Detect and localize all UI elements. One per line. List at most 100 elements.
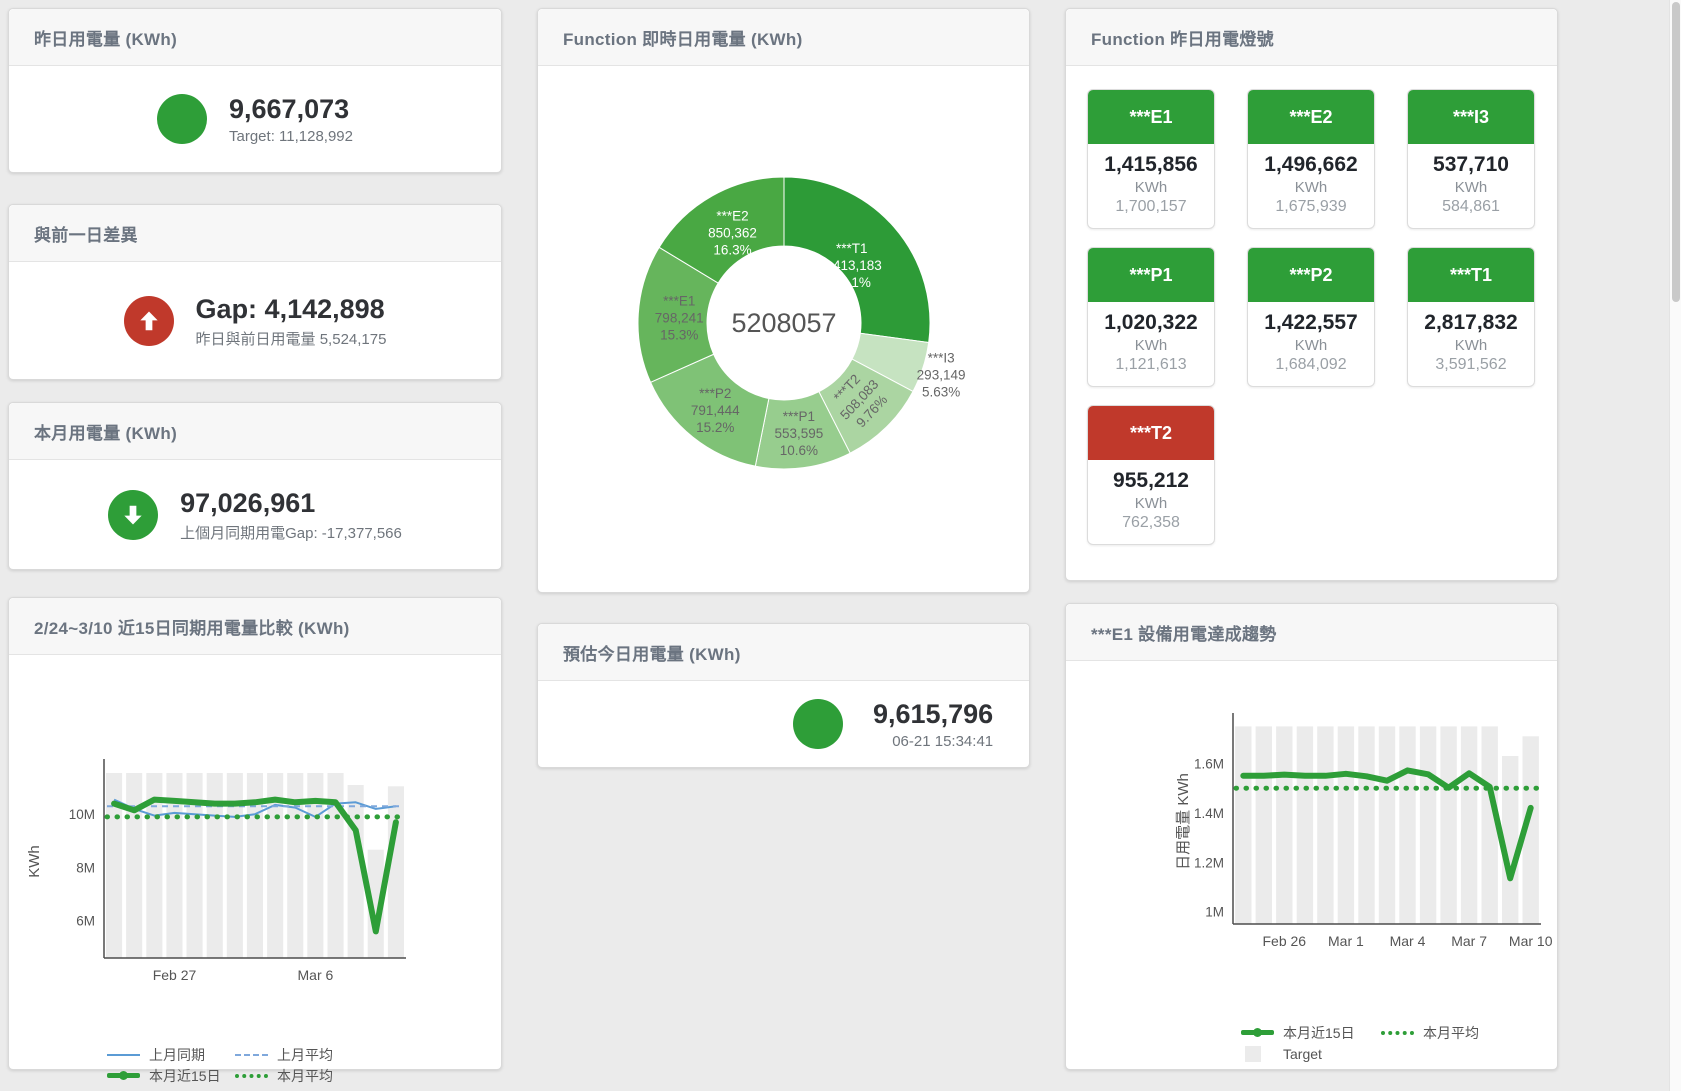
legend-target[interactable]: Target	[1241, 1045, 1369, 1062]
month-value: 97,026,961	[180, 487, 316, 518]
status-circle-icon	[793, 699, 843, 749]
target-bar[interactable]	[246, 773, 263, 958]
target-bar[interactable]	[1419, 726, 1437, 924]
card-day-gap-title: 與前一日差異	[9, 205, 501, 262]
card-month-title: 本月用電量 (KWh)	[9, 403, 501, 460]
series-line-本月近15日[interactable]	[1240, 767, 1534, 882]
target-bar[interactable]	[1255, 726, 1272, 924]
realtime-donut-chart[interactable]: ***T1 1,413,183 27.1%***I3 293,149 5.63%***T…	[538, 66, 1029, 593]
target-bar[interactable]	[1460, 726, 1478, 924]
light-tile-e1: ***E1 1,415,856 KWh 1,700,157	[1087, 89, 1215, 229]
series-line-本月近15日[interactable]	[111, 796, 399, 935]
target-bar[interactable]	[1337, 726, 1355, 924]
card-yesterday-usage: 昨日用電量 (KWh) 9,667,073 Target: 11,128,992	[8, 8, 502, 173]
scrollbar-thumb[interactable]	[1672, 2, 1680, 302]
arrow-up-icon	[139, 310, 158, 330]
target-bar[interactable]	[1276, 726, 1293, 924]
x-tick-label: Feb 27	[153, 967, 197, 983]
light-tile-e2-label: ***E2	[1248, 90, 1374, 144]
light-tile-e2-value: 1,496,662	[1264, 153, 1358, 176]
series-line-上月同期[interactable]	[113, 798, 397, 818]
card-day-gap: 與前一日差異 Gap: 4,142,898 昨日與前日用電量 5,524,175	[8, 204, 502, 380]
light-tile-t1: ***T1 2,817,832 KWh 3,591,562	[1407, 247, 1535, 387]
gray-box-swatch	[111, 1088, 127, 1091]
estimate-value: 9,615,796	[873, 699, 994, 729]
light-tile-p1-label: ***P1	[1088, 248, 1214, 302]
target-bar[interactable]	[166, 773, 183, 958]
legend-last-month-avg[interactable]: 上月平均	[235, 1045, 363, 1065]
x-tick-label: Mar 6	[298, 967, 334, 983]
y-tick-label: 8M	[76, 861, 95, 876]
dotted-green-line-swatch	[235, 1073, 268, 1078]
target-bar[interactable]	[387, 786, 404, 958]
trend-line-chart[interactable]: 1M 1.2M 1.4M 1.6M Feb 26 Mar 1 Mar 4 Mar 7 Mar 1…	[1066, 661, 1557, 1016]
target-bar[interactable]	[1502, 756, 1519, 924]
y-tick-label: 1.4M	[1194, 806, 1224, 821]
target-bar[interactable]	[1296, 726, 1314, 924]
target-bar[interactable]	[146, 773, 163, 958]
day-gap-value: Gap: 4,142,898	[195, 293, 385, 324]
card-lights: Function 昨日用電燈號 ***E1 1,415,856 KWh 1,70…	[1065, 8, 1558, 581]
arrow-up-circle-icon	[123, 295, 174, 346]
target-bar[interactable]	[287, 773, 304, 958]
legend-this-month-15d[interactable]: 本月近15日	[107, 1066, 235, 1086]
scrollbar[interactable]	[1669, 0, 1681, 1091]
x-tick-label: Mar 1	[1328, 933, 1364, 949]
estimate-timestamp: 06-21 15:34:41	[892, 733, 994, 750]
legend-this-month-15d[interactable]: 本月近15日	[1241, 1023, 1381, 1043]
donut-slice-label: ***P1 553,595 10.6%	[775, 409, 824, 458]
donut-slice-E2[interactable]	[658, 176, 785, 284]
light-tile-t2-label: ***T2	[1088, 406, 1214, 460]
light-tile-i3-target: 584,861	[1442, 198, 1500, 215]
target-bar[interactable]	[1481, 726, 1498, 924]
compare-line-chart[interactable]: 6M 8M 10M Feb 27 Mar 6 KWh	[9, 655, 501, 1015]
target-bar[interactable]	[186, 773, 203, 958]
light-tile-p1-unit: KWh	[1134, 337, 1168, 354]
light-tile-t2: ***T2 955,212 KWh 762,358	[1087, 405, 1215, 545]
light-tile-i3-value: 537,710	[1433, 153, 1509, 176]
target-bar[interactable]	[1235, 726, 1252, 924]
card-compare-title: 2/24~3/10 近15日同期用電量比較 (KWh)	[9, 598, 501, 655]
light-tile-t2-value: 955,212	[1113, 469, 1189, 492]
card-lights-title: Function 昨日用電燈號	[1066, 9, 1557, 66]
card-month-usage: 本月用電量 (KWh) 97,026,961 上個月同期用電Gap: -17,3…	[8, 402, 502, 570]
card-trend-chart: ***E1 設備用電達成趨勢 1M 1.2M 1.4M 1.6M Feb 26 Mar 1…	[1065, 603, 1558, 1070]
light-tile-e2: ***E2 1,496,662 KWh 1,675,939	[1247, 89, 1375, 229]
light-tile-p2-label: ***P2	[1248, 248, 1374, 302]
target-bar[interactable]	[1317, 726, 1334, 924]
target-bar[interactable]	[1378, 726, 1396, 924]
y-axis-label: KWh	[26, 845, 43, 878]
donut-center-total: 5208057	[731, 308, 836, 338]
light-tile-i3-label: ***I3	[1408, 90, 1534, 144]
light-tile-t1-unit: KWh	[1454, 337, 1488, 354]
light-tile-p2-unit: KWh	[1294, 337, 1328, 354]
yesterday-value: 9,667,073	[229, 94, 350, 124]
target-bar[interactable]	[1440, 726, 1457, 924]
target-bar[interactable]	[327, 773, 344, 958]
x-tick-label: Mar 4	[1390, 933, 1426, 949]
target-bar[interactable]	[206, 773, 223, 958]
light-tile-p1: ***P1 1,020,322 KWh 1,121,613	[1087, 247, 1215, 387]
target-bar[interactable]	[1399, 726, 1416, 924]
light-tile-p1-target: 1,121,613	[1115, 356, 1187, 373]
arrow-down-circle-icon	[108, 489, 159, 540]
target-bar[interactable]	[1358, 726, 1375, 924]
target-bar[interactable]	[307, 773, 324, 958]
target-bar[interactable]	[367, 849, 384, 958]
light-tile-i3-unit: KWh	[1454, 179, 1488, 196]
x-tick-label: Mar 10	[1509, 933, 1553, 949]
light-tile-p1-value: 1,020,322	[1104, 311, 1198, 334]
legend-this-month-avg[interactable]: 本月平均	[235, 1066, 363, 1086]
target-bar[interactable]	[226, 773, 243, 958]
target-bar[interactable]	[267, 773, 284, 958]
legend-target[interactable]: Target	[107, 1088, 235, 1091]
legend-this-month-avg[interactable]: 本月平均	[1381, 1023, 1509, 1043]
target-bar[interactable]	[126, 773, 143, 958]
compare-legend: 上月同期 上月平均 本月近15日 本月平均 Target	[107, 1044, 363, 1091]
target-bar[interactable]	[1522, 736, 1539, 924]
light-tile-t2-target: 762,358	[1122, 514, 1180, 531]
legend-last-month-same[interactable]: 上月同期	[107, 1045, 235, 1065]
donut-slice-T1[interactable]	[783, 176, 931, 344]
light-tile-t1-label: ***T1	[1408, 248, 1534, 302]
